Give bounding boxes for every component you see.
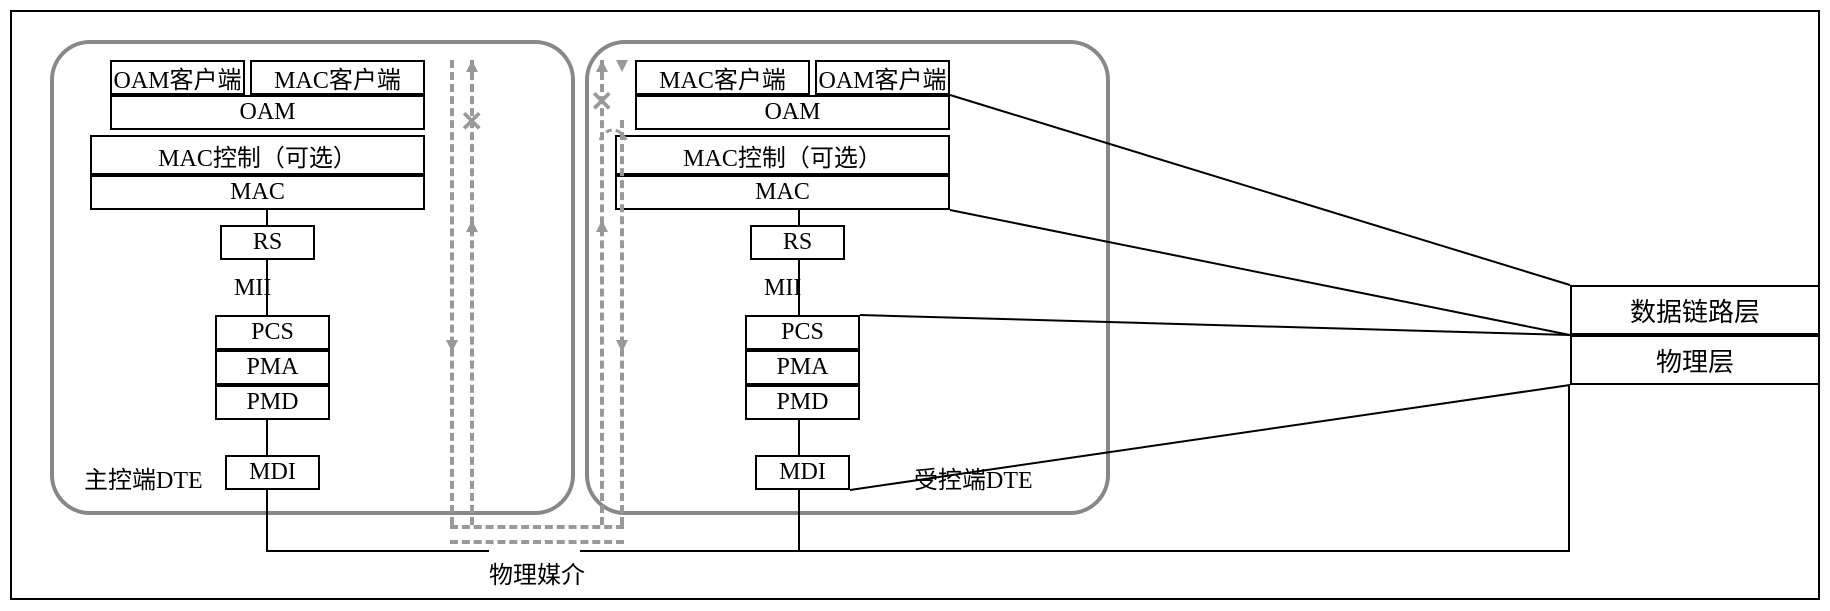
block-right-mac-control: MAC控制（可选） bbox=[615, 135, 950, 175]
dashed-right-down bbox=[600, 60, 604, 525]
dashed-bottom-1 bbox=[450, 525, 624, 529]
arrow-left-up-top bbox=[466, 60, 478, 72]
data-link-layer: 数据链路层 bbox=[1570, 285, 1820, 335]
connector-4 bbox=[798, 210, 800, 225]
physical-layer: 物理层 bbox=[1570, 335, 1820, 385]
x-mark-right: ✕ bbox=[590, 85, 613, 119]
arrow-left-up bbox=[466, 220, 478, 232]
connector-7 bbox=[798, 490, 800, 550]
block-left-oam: OAM bbox=[110, 95, 425, 130]
connector-8 bbox=[266, 550, 489, 552]
connector-5 bbox=[798, 260, 800, 315]
group-label-left_dte: 主控端DTE bbox=[80, 460, 207, 495]
connector-1 bbox=[266, 260, 268, 315]
block-right-pcs: PCS bbox=[745, 315, 860, 350]
arrow-right-down bbox=[616, 340, 628, 352]
block-left-mac-client: MAC客户端 bbox=[250, 60, 425, 95]
dashed-right-up bbox=[620, 120, 624, 525]
block-left-oam-client: OAM客户端 bbox=[110, 60, 245, 95]
block-left-pcs: PCS bbox=[215, 315, 330, 350]
connector-6 bbox=[798, 420, 800, 455]
block-right-mac-client: MAC客户端 bbox=[635, 60, 810, 95]
connector-9 bbox=[580, 550, 800, 552]
block-left-mac: MAC bbox=[90, 175, 425, 210]
block-left-mdi: MDI bbox=[225, 455, 320, 490]
block-right-mac: MAC bbox=[615, 175, 950, 210]
block-right-rs: RS bbox=[750, 225, 845, 260]
connector-3 bbox=[266, 490, 268, 550]
mii-left: MII bbox=[230, 275, 275, 302]
arrow-right-down-top bbox=[616, 60, 628, 72]
block-left-pmd: PMD bbox=[215, 385, 330, 420]
connector-10 bbox=[800, 550, 1570, 552]
connector-11 bbox=[1568, 385, 1570, 552]
block-right-oam-client: OAM客户端 bbox=[815, 60, 950, 95]
block-right-mdi: MDI bbox=[755, 455, 850, 490]
block-left-mac-control: MAC控制（可选） bbox=[90, 135, 425, 175]
arrow-right-up-top bbox=[596, 60, 608, 72]
block-left-pma: PMA bbox=[215, 350, 330, 385]
dashed-bottom-2 bbox=[450, 540, 624, 544]
dashed-left-down bbox=[450, 60, 454, 525]
physical-medium: 物理媒介 bbox=[485, 555, 589, 590]
x-mark-left: ✕ bbox=[460, 105, 483, 139]
group-label-right_dte: 受控端DTE bbox=[910, 460, 1037, 495]
arrow-left-down bbox=[446, 340, 458, 352]
connector-2 bbox=[266, 420, 268, 455]
block-right-pmd: PMD bbox=[745, 385, 860, 420]
connector-0 bbox=[266, 210, 268, 225]
block-right-oam: OAM bbox=[635, 95, 950, 130]
block-right-pma: PMA bbox=[745, 350, 860, 385]
block-left-rs: RS bbox=[220, 225, 315, 260]
arrow-right-up-mid bbox=[596, 220, 608, 232]
